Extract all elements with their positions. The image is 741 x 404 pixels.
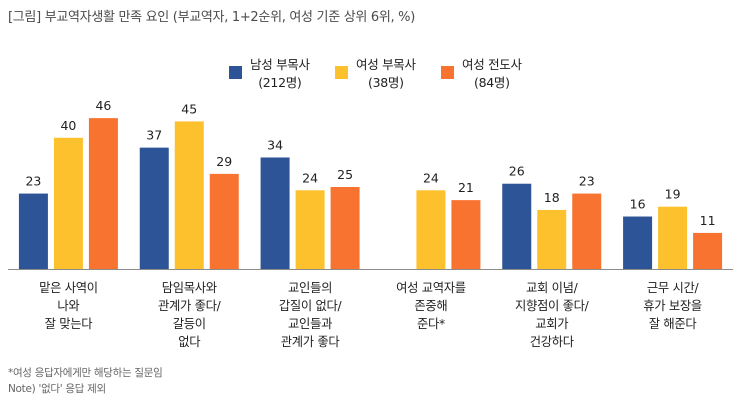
category-label-6: 근무 시간/ [647, 281, 700, 295]
legend-count: (212명) [258, 75, 302, 90]
bar-3-series-1 [260, 157, 290, 269]
bar-5-series-3 [572, 193, 602, 269]
category-label-5: 지향점이 좋다/ [515, 299, 590, 313]
bar-2-series-1 [139, 147, 169, 269]
data-label-2-series-1: 37 [146, 128, 162, 143]
data-label-5-series-1: 26 [509, 164, 525, 179]
category-label-2: 담임목사와 [162, 281, 217, 295]
category-label-6: 잘 해준다 [649, 317, 697, 331]
category-label-3: 교인들과 [288, 317, 332, 331]
data-label-1-series-1: 23 [25, 174, 41, 189]
legend-item-male-associate-pastor: 남성 부목사 (212명) [229, 56, 310, 92]
data-label-3-series-3: 25 [337, 167, 353, 182]
category-label-4: 준다* [417, 317, 445, 331]
bar-1-series-3 [88, 118, 118, 270]
data-label-6-series-2: 19 [665, 187, 681, 202]
legend-swatch-male-associate-pastor [229, 66, 242, 79]
category-label-4: 존중해 [414, 299, 447, 313]
bar-4-series-3 [451, 200, 481, 269]
data-label-1-series-3: 46 [95, 98, 111, 113]
data-label-4-series-3: 21 [458, 180, 474, 195]
data-label-6-series-3: 11 [700, 213, 716, 228]
data-label-5-series-2: 18 [544, 190, 560, 205]
footnote-note: Note) '없다' 응답 제외 [8, 383, 106, 395]
category-label-1: 나와 [57, 299, 79, 313]
footnote-female-only: *여성 응답자에게만 해당하는 질문임 [8, 367, 163, 379]
bar-1-series-2 [53, 137, 83, 269]
category-label-5: 교회 이념/ [526, 281, 579, 295]
data-label-6-series-1: 16 [630, 197, 646, 212]
legend-label: 여성 부목사 [356, 57, 416, 72]
data-label-5-series-3: 23 [579, 174, 595, 189]
data-label-2-series-2: 45 [181, 101, 197, 116]
category-label-2: 없다 [178, 335, 200, 349]
legend-item-female-associate-pastor: 여성 부목사 (38명) [335, 56, 416, 92]
data-label-3-series-2: 24 [302, 170, 318, 185]
bar-6-series-2 [658, 206, 688, 269]
category-label-3: 관계가 좋다 [281, 335, 340, 349]
data-label-1-series-2: 40 [60, 118, 76, 133]
bar-1-series-1 [18, 193, 48, 269]
bar-6-series-1 [623, 216, 653, 269]
data-label-4-series-2: 24 [423, 170, 439, 185]
category-label-3: 갑질이 없다/ [279, 299, 343, 313]
legend-count: (38명) [368, 75, 404, 90]
category-label-5: 교회가 [535, 317, 568, 331]
category-label-2: 관계가 좋다/ [158, 299, 222, 313]
bar-3-series-3 [330, 187, 360, 269]
legend-label: 남성 부목사 [250, 57, 310, 72]
category-label-3: 교인들의 [288, 281, 332, 295]
category-label-1: 잘 맞는다 [45, 317, 93, 331]
bar-5-series-1 [502, 183, 532, 269]
legend-swatch-female-evangelist [441, 66, 454, 79]
legend-count: (84명) [474, 75, 510, 90]
legend-item-female-evangelist: 여성 전도사 (84명) [441, 56, 522, 92]
category-label-1: 맡은 사역이 [39, 281, 98, 295]
data-label-3-series-1: 34 [267, 137, 283, 152]
bar-6-series-3 [693, 232, 723, 269]
category-label-5: 건강하다 [530, 335, 574, 349]
bar-3-series-2 [295, 190, 325, 269]
category-label-4: 여성 교역자를 [396, 281, 466, 295]
legend-swatch-female-associate-pastor [335, 66, 348, 79]
bar-2-series-2 [174, 121, 204, 270]
bar-4-series-2 [416, 190, 446, 269]
category-label-6: 휴가 보장을 [643, 299, 702, 313]
data-label-2-series-3: 29 [216, 154, 232, 169]
bar-2-series-3 [209, 173, 239, 269]
bar-5-series-2 [537, 209, 567, 269]
category-label-2: 갈등이 [173, 317, 206, 331]
legend-label: 여성 전도사 [462, 57, 522, 72]
chart-title: [그림] 부교역자생활 만족 요인 (부교역자, 1+2순위, 여성 기준 상위… [8, 10, 415, 25]
